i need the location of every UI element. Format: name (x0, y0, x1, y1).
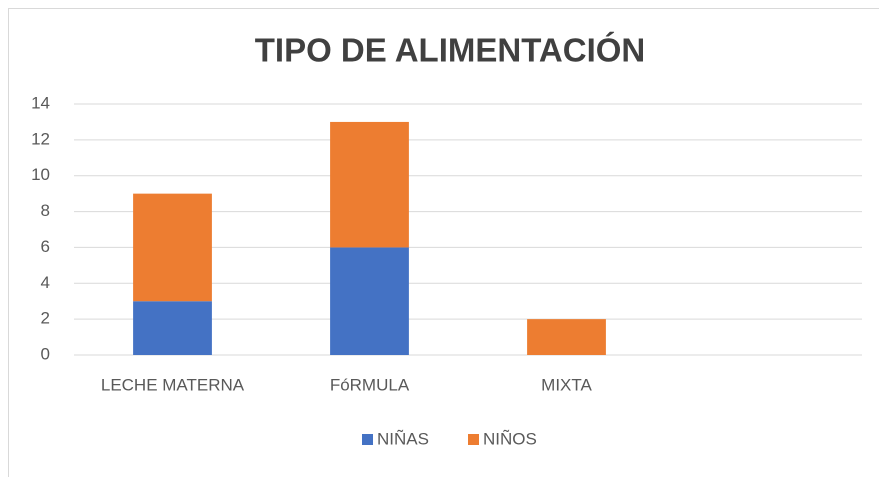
bar-segment (527, 319, 606, 355)
y-tick-label: 4 (41, 273, 50, 292)
bar-segment (133, 193, 212, 302)
bar-segment (133, 301, 212, 355)
y-tick-label: 0 (41, 344, 50, 363)
bar-segment (330, 121, 409, 248)
y-tick-label: 12 (31, 129, 50, 148)
x-tick-label: FóRMULA (330, 375, 410, 394)
chart-title: TIPO DE ALIMENTACIÓN (255, 32, 646, 69)
x-tick-label: LECHE MATERNA (101, 375, 245, 394)
legend-swatch (362, 434, 373, 445)
legend-swatch (468, 434, 479, 445)
legend-label: NIÑOS (483, 429, 537, 448)
legend-label: NIÑAS (377, 429, 429, 448)
y-tick-label: 10 (31, 165, 50, 184)
x-tick-label: MIXTA (541, 375, 592, 394)
y-tick-label: 6 (41, 237, 50, 256)
y-tick-label: 2 (41, 309, 50, 328)
y-tick-label: 8 (41, 201, 50, 220)
bar-segment (330, 247, 409, 355)
y-tick-label: 14 (31, 93, 50, 112)
